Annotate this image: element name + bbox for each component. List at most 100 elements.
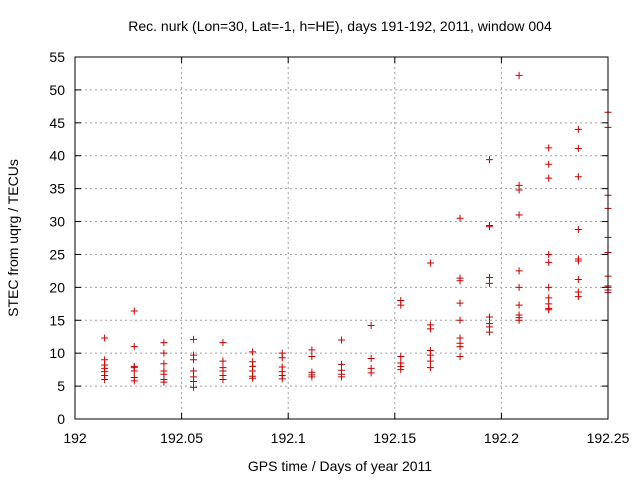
- data-point: [545, 250, 553, 258]
- data-point: [219, 357, 227, 365]
- data-point: [545, 294, 553, 302]
- data-point: [485, 313, 493, 321]
- data-point: [130, 367, 138, 375]
- y-tick-label: 30: [49, 214, 65, 230]
- data-point: [190, 367, 198, 375]
- y-tick-label: 35: [49, 181, 65, 197]
- x-tick-label: 192.25: [587, 430, 630, 446]
- data-point: [426, 357, 434, 365]
- chart-title: Rec. nurk (Lon=30, Lat=-1, h=HE), days 1…: [128, 18, 552, 34]
- data-point: [308, 346, 316, 354]
- data-point: [574, 125, 582, 133]
- y-tick-label: 10: [49, 345, 65, 361]
- data-point: [367, 354, 375, 362]
- data-point: [308, 373, 316, 381]
- x-tick-labels: 192 192.05 192.1 192.15 192.2 192.25: [63, 430, 629, 446]
- data-point: [574, 293, 582, 301]
- data-point: [426, 351, 434, 359]
- data-point: [515, 316, 523, 324]
- data-point: [160, 360, 168, 368]
- data-point: [485, 279, 493, 287]
- data-point: [130, 343, 138, 351]
- data-point: [545, 160, 553, 168]
- data-point: [101, 334, 109, 342]
- data-point: [515, 211, 523, 219]
- y-tick-label: 15: [49, 312, 65, 328]
- data-point: [278, 354, 286, 362]
- x-tick-label: 192.1: [271, 430, 306, 446]
- data-point: [545, 144, 553, 152]
- data-point: [485, 156, 493, 164]
- data-point: [160, 339, 168, 347]
- data-point: [367, 322, 375, 330]
- data-point: [485, 223, 493, 231]
- data-point: [190, 377, 198, 385]
- data-point: [545, 258, 553, 266]
- data-point: [338, 373, 345, 381]
- grid-lines: [75, 57, 608, 419]
- data-point: [249, 348, 257, 356]
- data-point: [456, 343, 464, 351]
- data-point: [130, 377, 138, 385]
- data-point: [545, 283, 553, 291]
- data-point: [130, 307, 138, 315]
- data-point: [101, 376, 109, 384]
- y-tick-label: 50: [49, 82, 65, 98]
- x-tick-label: 192.15: [373, 430, 416, 446]
- data-point: [485, 273, 493, 281]
- data-point: [426, 325, 434, 333]
- data-point: [338, 336, 345, 344]
- data-point: [456, 277, 464, 285]
- x-tick-label: 192.05: [160, 430, 203, 446]
- data-point: [190, 383, 198, 391]
- data-point: [485, 328, 493, 336]
- data-point: [574, 225, 582, 233]
- data-point: [397, 352, 405, 360]
- data-point: [574, 144, 582, 152]
- data-point: [190, 356, 198, 364]
- data-point: [160, 349, 168, 357]
- data-point: [367, 369, 375, 377]
- plot-frame: [74, 56, 609, 420]
- data-point: [426, 259, 434, 267]
- data-point: [456, 299, 464, 307]
- data-point: [249, 374, 257, 382]
- data-point: [219, 339, 227, 347]
- y-tick-label: 0: [57, 411, 65, 427]
- data-point: [545, 174, 553, 182]
- y-tick-label: 20: [49, 279, 65, 295]
- data-point: [397, 301, 405, 309]
- y-tick-label: 45: [49, 115, 65, 131]
- data-point: [456, 316, 464, 324]
- y-tick-label: 40: [49, 148, 65, 164]
- data-point: [338, 360, 345, 368]
- data-points: [101, 71, 612, 391]
- data-point: [308, 352, 316, 360]
- y-tick-label: 55: [49, 49, 65, 65]
- data-point: [278, 375, 286, 383]
- y-tick-label: 5: [57, 378, 65, 394]
- data-point: [426, 364, 434, 372]
- data-point: [397, 366, 405, 374]
- data-point: [160, 378, 168, 386]
- data-point: [574, 257, 582, 265]
- data-point: [515, 186, 523, 194]
- data-point: [219, 376, 227, 384]
- data-point: [545, 306, 553, 314]
- y-axis-label: STEC from uqrg / TECUs: [5, 159, 21, 317]
- x-axis-label: GPS time / Days of year 2011: [248, 458, 432, 474]
- y-tick-label: 25: [49, 246, 65, 262]
- data-point: [574, 173, 582, 181]
- x-tick-label: 192.2: [484, 430, 519, 446]
- data-point: [574, 275, 582, 283]
- data-point: [190, 335, 198, 343]
- y-tick-labels: 0 5 10 15 20 25 30 35 40 45 50 55: [49, 49, 65, 427]
- data-point: [515, 301, 523, 309]
- data-point: [456, 214, 464, 222]
- data-point: [515, 283, 523, 291]
- data-point: [515, 71, 523, 79]
- data-point: [456, 352, 464, 360]
- data-point: [515, 267, 523, 275]
- x-tick-label: 192: [63, 430, 87, 446]
